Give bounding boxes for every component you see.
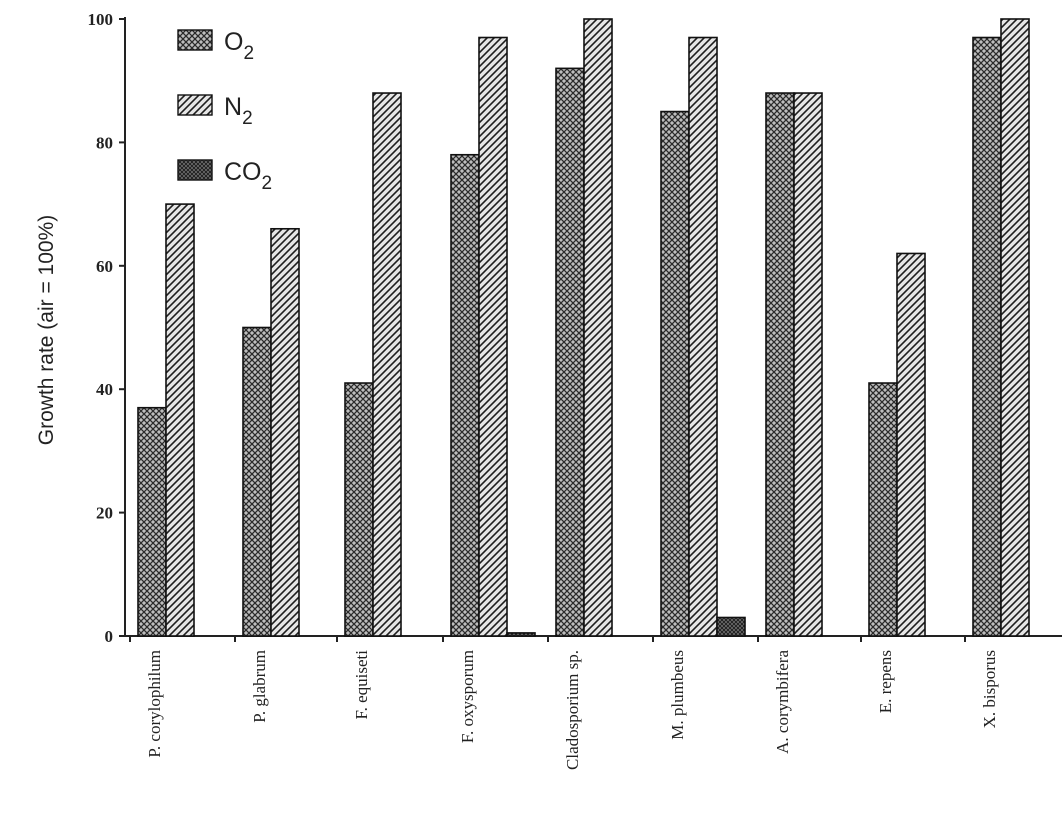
- bar-n2-6: [793, 92, 823, 637]
- bars: [137, 18, 1030, 637]
- category-label: P. corylophilum: [145, 650, 164, 758]
- y-tick-label: 80: [96, 133, 113, 152]
- legend: O2 N2 CO2: [177, 28, 272, 194]
- bar-o2-5: [660, 110, 690, 637]
- bar-n2-5: [688, 36, 718, 637]
- category-label: A. corymbifera: [773, 650, 792, 754]
- y-ticks: 0 20 40 60 80 100: [88, 10, 125, 646]
- legend-swatch-co2: [177, 159, 213, 181]
- bar-o2-4: [555, 67, 585, 637]
- legend-label-n2: N2: [224, 93, 253, 129]
- bar-n2-7: [896, 252, 926, 637]
- bar-o2-2: [344, 382, 374, 637]
- bar-n2-0: [165, 203, 195, 637]
- y-tick-label: 0: [105, 627, 114, 646]
- legend-label-o2: O2: [224, 28, 254, 64]
- bar-o2-6: [765, 92, 795, 637]
- bar-n2-2: [372, 92, 402, 637]
- category-label: E. repens: [876, 650, 895, 713]
- y-tick-label: 60: [96, 257, 113, 276]
- category-labels: P. corylophilum P. glabrum F. equiseti F. o…: [145, 650, 999, 770]
- y-tick-label: 100: [88, 10, 114, 29]
- legend-label-co2: CO2: [224, 158, 272, 194]
- bar-n2-8: [1000, 18, 1030, 637]
- bar-n2-1: [270, 227, 300, 637]
- y-axis-label: Growth rate (air = 100%): [35, 215, 58, 446]
- category-label: Cladosporium sp.: [563, 650, 582, 770]
- bar-o2-7: [868, 382, 898, 637]
- category-label: M. plumbeus: [668, 650, 687, 740]
- bar-o2-3: [450, 153, 480, 637]
- category-label: X. bisporus: [980, 650, 999, 728]
- legend-swatch-o2: [177, 29, 213, 51]
- y-tick-label: 20: [96, 504, 113, 523]
- bar-n2-3: [478, 36, 508, 637]
- bar-n2-4: [583, 18, 613, 637]
- bar-co2-3: [506, 632, 536, 637]
- y-tick-label: 40: [96, 380, 113, 399]
- category-label: F. equiseti: [352, 650, 371, 720]
- legend-swatch-n2: [177, 94, 213, 116]
- bar-o2-8: [972, 36, 1002, 637]
- category-label: P. glabrum: [250, 650, 269, 723]
- category-label: F. oxysporum: [458, 650, 477, 743]
- bar-o2-1: [242, 326, 272, 637]
- bar-o2-0: [137, 406, 167, 637]
- bar-co2-5: [716, 616, 746, 637]
